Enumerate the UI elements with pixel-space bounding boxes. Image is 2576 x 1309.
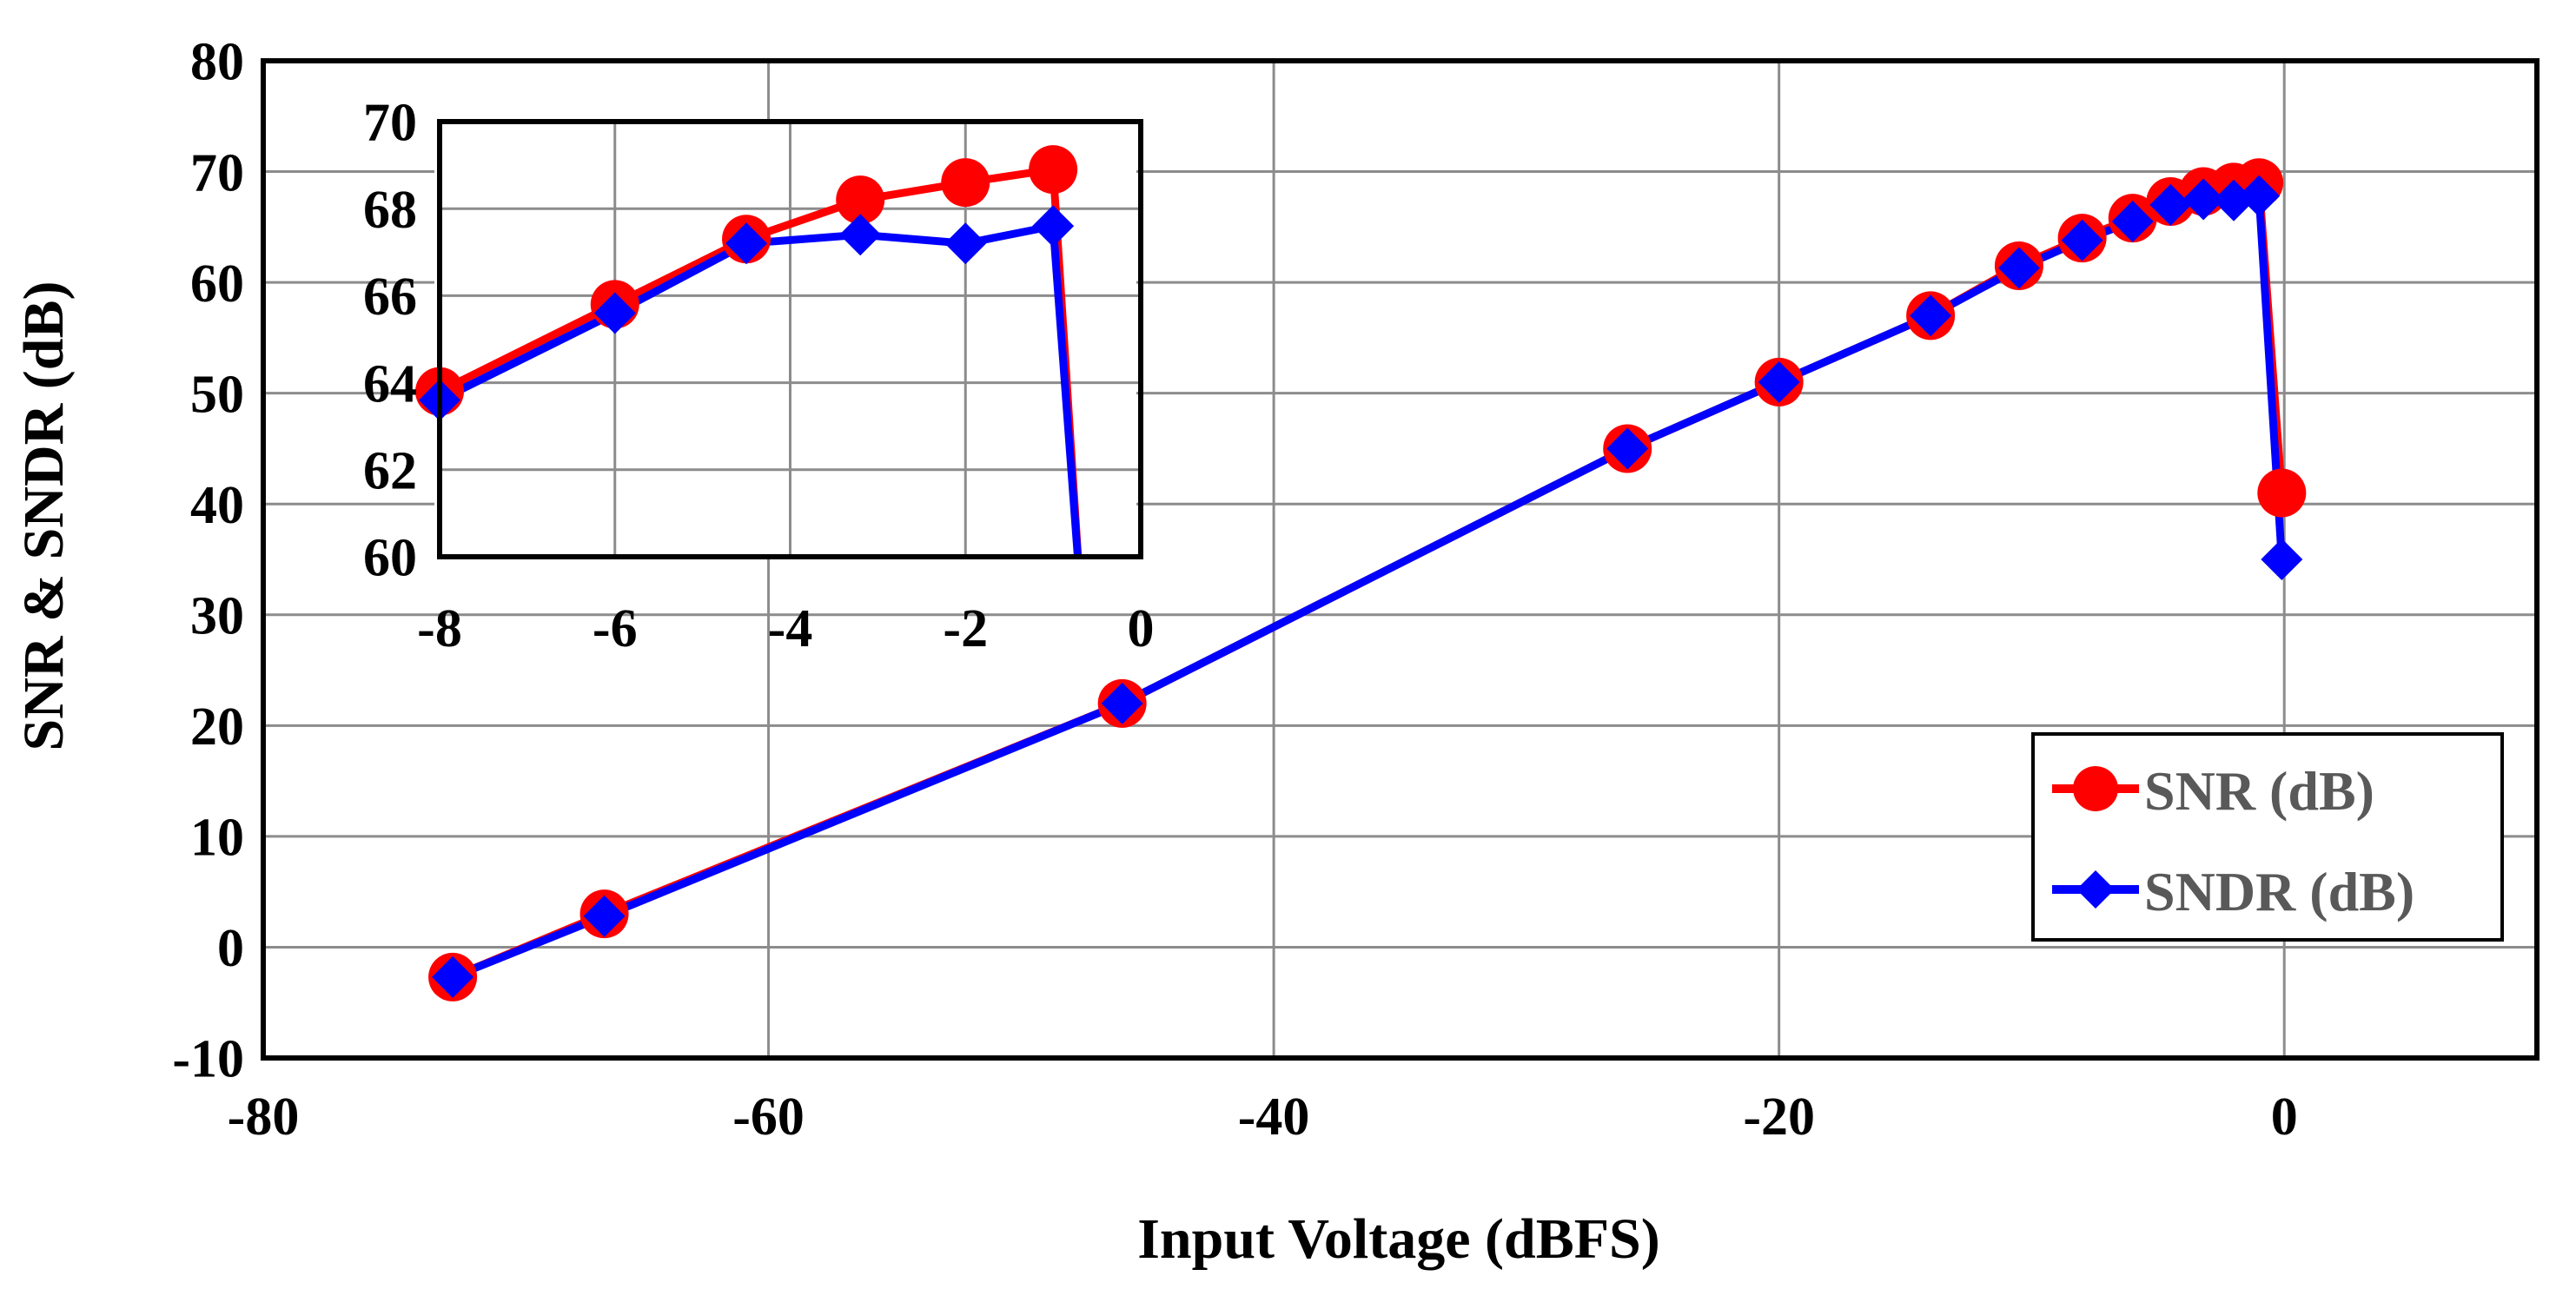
legend-snr-label: SNR (dB) bbox=[2144, 760, 2374, 822]
data-point-sndr bbox=[1910, 294, 1952, 337]
main-plot-frame bbox=[261, 58, 2540, 1061]
y-tick-label: 60 bbox=[190, 255, 244, 314]
x-tick-label: -20 bbox=[1743, 1088, 1815, 1147]
data-point-snr bbox=[941, 158, 990, 208]
legend-snr-marker bbox=[2073, 766, 2118, 811]
y-tick-label: 68 bbox=[363, 181, 417, 240]
legend-sndr-label: SNDR (dB) bbox=[2144, 861, 2414, 922]
y-tick-label: 70 bbox=[190, 143, 244, 202]
y-tick-label: 40 bbox=[190, 476, 244, 535]
x-tick-label: 0 bbox=[1128, 599, 1155, 658]
x-tick-label: -2 bbox=[943, 599, 988, 658]
inset-plot-series bbox=[415, 145, 1083, 557]
y-tick-label: 70 bbox=[363, 94, 417, 153]
data-point-sndr bbox=[2149, 183, 2192, 226]
legend-box bbox=[2031, 732, 2504, 942]
data-point-snr bbox=[2257, 468, 2307, 518]
data-point-sndr bbox=[2061, 219, 2103, 261]
x-tick-label: -4 bbox=[768, 599, 813, 658]
x-tick-label: -60 bbox=[732, 1088, 805, 1147]
x-tick-label: -80 bbox=[228, 1088, 300, 1147]
data-point-sndr bbox=[1606, 427, 1649, 470]
y-tick-label: 10 bbox=[190, 809, 244, 868]
data-point-snr bbox=[836, 175, 885, 225]
x-tick-label: 0 bbox=[2271, 1088, 2298, 1147]
x-tick-label: -6 bbox=[593, 599, 638, 658]
y-tick-label: 62 bbox=[363, 442, 417, 501]
data-point-sndr bbox=[2111, 200, 2154, 242]
data-point-sndr bbox=[944, 222, 987, 265]
x-axis-label: Input Voltage (dBFS) bbox=[1137, 1207, 1660, 1271]
data-point-sndr bbox=[1032, 205, 1075, 248]
legend: SNR (dB) SNDR (dB) bbox=[2031, 732, 2504, 942]
x-tick-label: -8 bbox=[417, 599, 462, 658]
data-point-sndr bbox=[432, 955, 474, 998]
legend-sndr-marker bbox=[2076, 870, 2115, 909]
inset-grid bbox=[440, 122, 1141, 557]
y-tick-label: 50 bbox=[190, 365, 244, 424]
y-tick-label: 20 bbox=[190, 697, 244, 757]
inset-plot-frame bbox=[437, 119, 1143, 559]
data-point-sndr bbox=[1101, 682, 1143, 724]
data-point-sndr bbox=[725, 222, 768, 265]
y-tick-label: 64 bbox=[363, 354, 417, 413]
data-point-sndr bbox=[2261, 539, 2303, 580]
data-point-sndr bbox=[839, 214, 882, 256]
y-tick-label: 0 bbox=[217, 919, 244, 978]
x-tick-label: -40 bbox=[1238, 1088, 1310, 1147]
y-tick-label: 30 bbox=[190, 586, 244, 645]
data-point-sndr bbox=[583, 895, 626, 937]
data-point-snr bbox=[1029, 145, 1078, 195]
y-axis-label: SNR & SNDR (dB) bbox=[12, 281, 76, 751]
inset-chart: -8 -6 -4 -2 0 60 62 64 66 68 70 bbox=[363, 94, 1155, 658]
data-point-sndr bbox=[593, 292, 636, 334]
y-tick-label: 66 bbox=[363, 268, 417, 327]
main-plot-series bbox=[428, 158, 2307, 1002]
y-tick-label: 80 bbox=[190, 33, 244, 92]
inset-tick-labels: -8 -6 -4 -2 0 60 62 64 66 68 70 bbox=[363, 94, 1155, 658]
y-tick-label: 60 bbox=[363, 529, 417, 588]
data-point-sndr bbox=[1997, 247, 2040, 289]
y-tick-label: -10 bbox=[172, 1030, 244, 1089]
data-point-sndr bbox=[2238, 175, 2281, 217]
data-point-sndr bbox=[2182, 178, 2225, 221]
data-point-sndr bbox=[1758, 360, 1800, 403]
